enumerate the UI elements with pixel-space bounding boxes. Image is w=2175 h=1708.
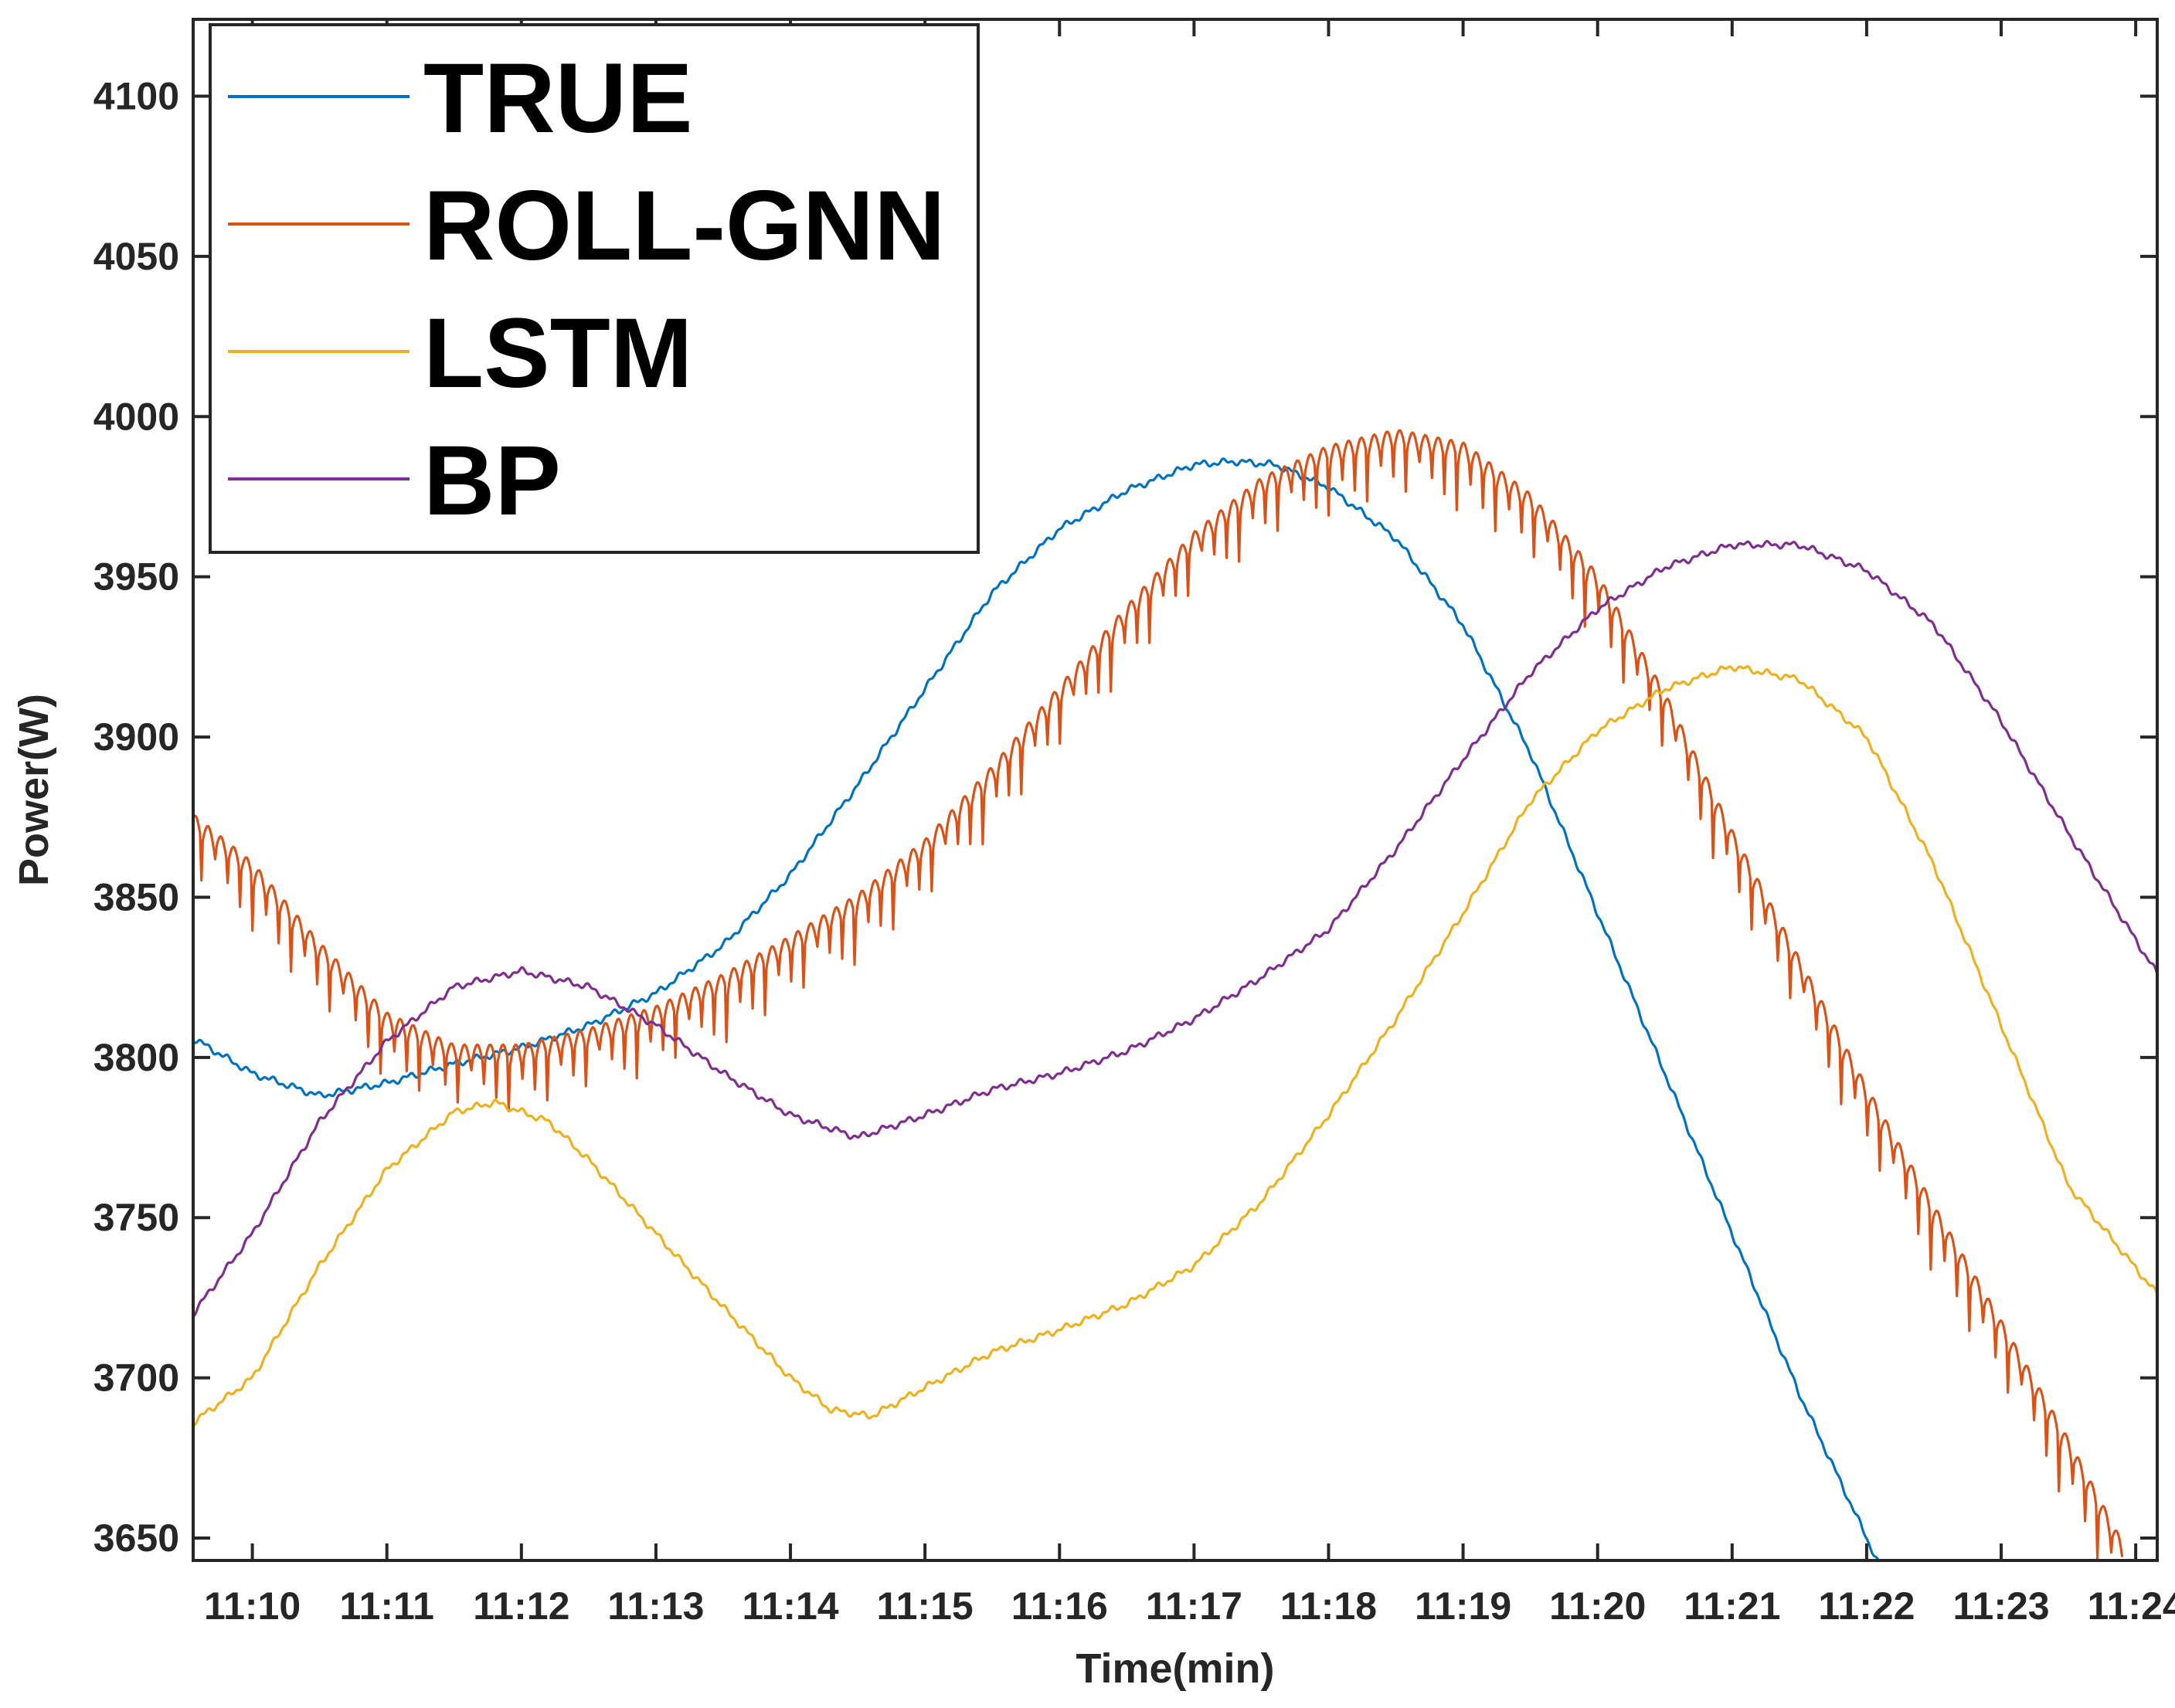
- legend-label: BP: [423, 426, 561, 536]
- series-layer: [193, 429, 2157, 1560]
- y-tick-label: 4050: [93, 235, 179, 278]
- x-tick-label: 11:10: [204, 1584, 301, 1628]
- x-tick-label: 11:21: [1684, 1584, 1780, 1628]
- x-tick-label: 11:16: [1011, 1584, 1108, 1628]
- series-line-1: [193, 429, 2124, 1560]
- y-tick-label: 3900: [93, 715, 179, 759]
- x-tick-label: 11:20: [1549, 1584, 1646, 1628]
- series-line-2: [193, 664, 2157, 1427]
- x-tick-label: 11:15: [877, 1584, 974, 1628]
- y-tick-label: 3850: [93, 875, 179, 919]
- y-axis-label: Power(W): [11, 694, 57, 886]
- x-tick-label: 11:22: [1818, 1584, 1915, 1628]
- legend: TRUE ROLL-GNN LSTM BP: [209, 23, 980, 554]
- ticks-layer: 3650 3700 3750 3800 3850 3900 3950 4000 4050 4100…: [93, 19, 2175, 1628]
- x-tick-label: 11:23: [1952, 1584, 2049, 1628]
- x-tick-label: 11:19: [1415, 1584, 1511, 1628]
- y-tick-label: 3750: [93, 1196, 179, 1239]
- series-line-0: [193, 457, 1880, 1560]
- legend-label: LSTM: [423, 298, 692, 409]
- legend-label: ROLL-GNN: [423, 171, 945, 281]
- legend-box: [209, 23, 980, 554]
- x-tick-label: 11:14: [742, 1584, 838, 1628]
- x-tick-label: 11:18: [1280, 1584, 1377, 1628]
- x-tick-label: 11:11: [340, 1584, 434, 1628]
- y-tick-label: 4000: [93, 395, 179, 438]
- y-tick-label: 3950: [93, 555, 179, 599]
- legend-label: TRUE: [423, 43, 692, 154]
- x-tick-label: 11:13: [607, 1584, 704, 1628]
- x-tick-label: 11:17: [1146, 1584, 1242, 1628]
- x-axis-label: Time(min): [1076, 1645, 1274, 1692]
- y-tick-label: 3800: [93, 1036, 179, 1079]
- x-tick-label: 11:24: [2088, 1584, 2175, 1628]
- y-tick-label: 3650: [93, 1516, 179, 1560]
- y-tick-label: 3700: [93, 1357, 179, 1400]
- y-tick-label: 4100: [93, 75, 179, 118]
- x-tick-label: 11:12: [473, 1584, 569, 1628]
- plot-frame: [192, 18, 2159, 1562]
- series-line-3: [193, 539, 2157, 1318]
